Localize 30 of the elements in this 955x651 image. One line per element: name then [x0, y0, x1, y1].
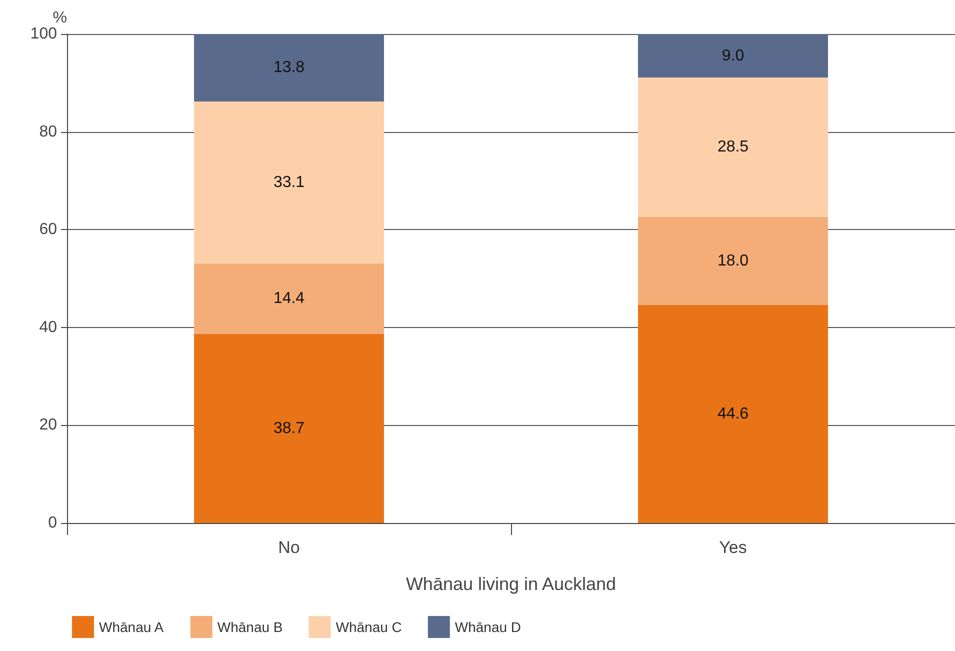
legend-label: Whānau C [336, 619, 402, 635]
x-tick-label: No [278, 538, 300, 557]
data-label: 13.8 [273, 59, 305, 76]
legend-label: Whānau A [99, 619, 164, 635]
legend-label: Whānau D [454, 619, 522, 635]
bar [194, 263, 384, 334]
data-label: 9.0 [722, 47, 744, 64]
bar [638, 78, 828, 217]
y-tick-label: 100 [30, 26, 58, 42]
x-axis-title: Whānau living in Auckland [406, 574, 616, 594]
bar [194, 101, 384, 264]
data-label: 38.7 [273, 420, 305, 437]
y-tick-label: 40 [39, 318, 58, 336]
data-label: 33.1 [273, 174, 305, 191]
data-label: 14.4 [273, 290, 305, 308]
data-label: 18.0 [717, 252, 749, 270]
bar [638, 304, 828, 523]
bar [638, 34, 828, 78]
y-tick-label: 20 [39, 416, 58, 434]
bar [638, 216, 828, 305]
data-label: 44.6 [717, 405, 749, 422]
y-axis-title: % [52, 10, 67, 27]
y-tick-label: 0 [48, 514, 58, 532]
data-label: 28.5 [717, 138, 749, 156]
x-tick-label: Yes [719, 538, 747, 557]
y-tick-label: 60 [39, 221, 58, 238]
bar [194, 34, 384, 102]
y-tick-label: 80 [39, 123, 58, 140]
bar [194, 334, 384, 523]
legend-label: Whānau B [217, 619, 283, 635]
